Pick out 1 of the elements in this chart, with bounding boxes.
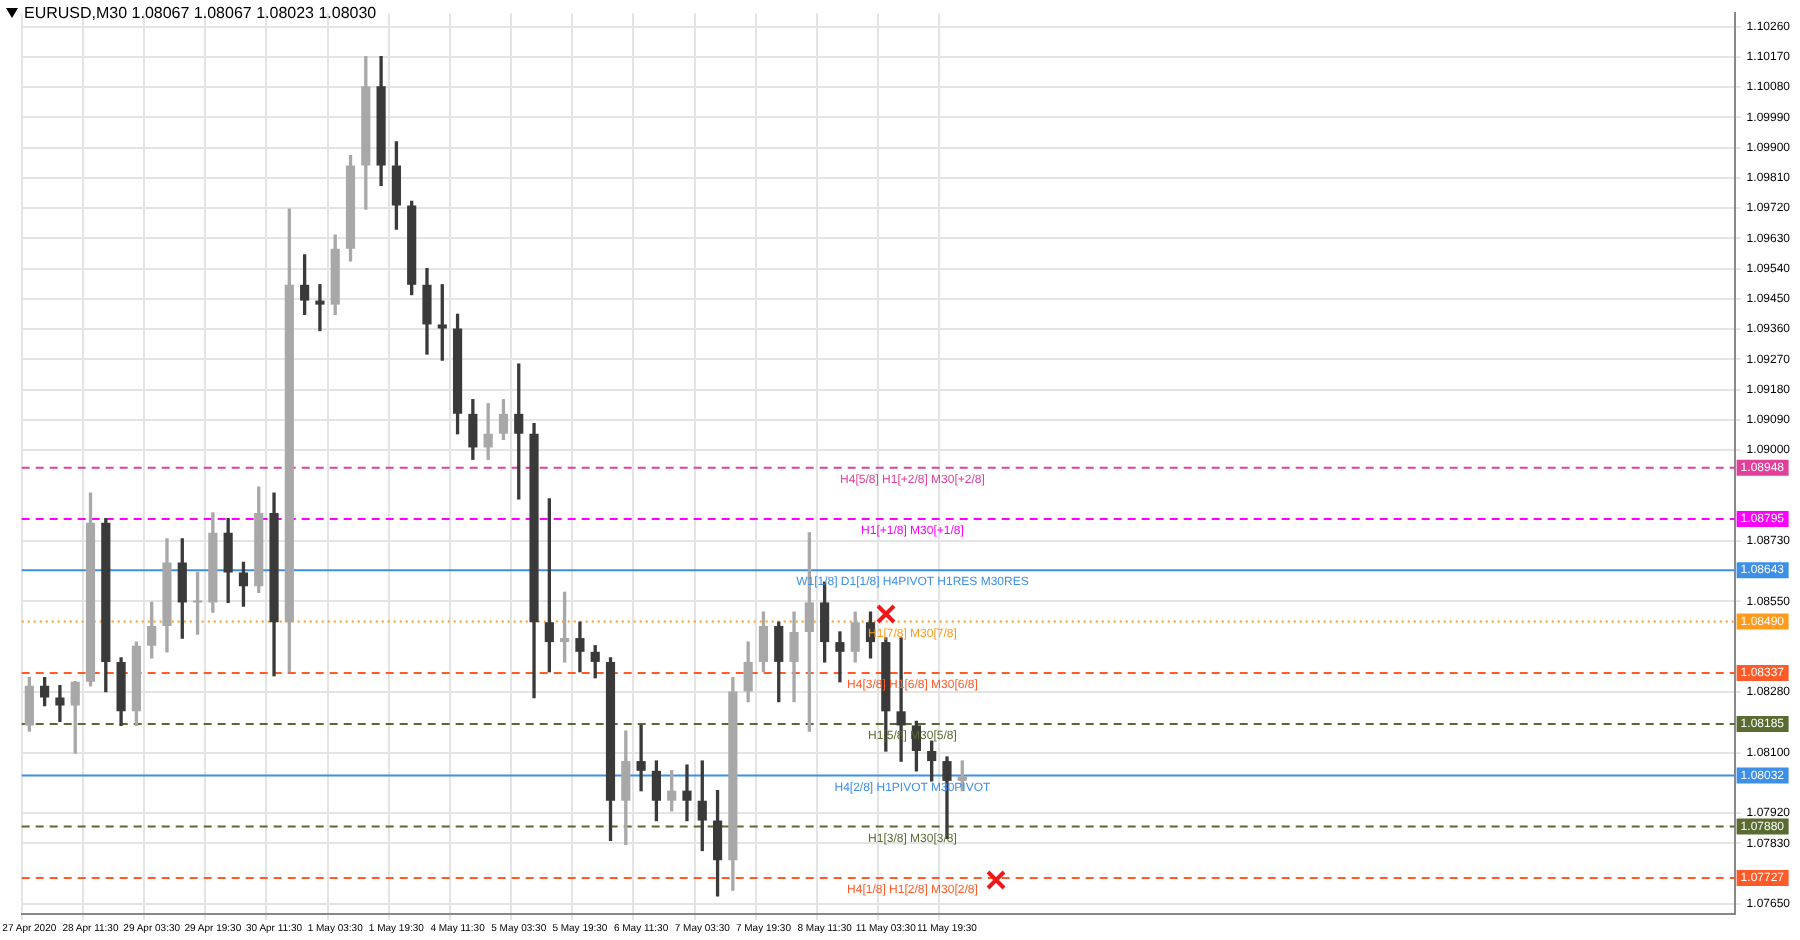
chart-title: EURUSD,M30 1.08067 1.08067 1.08023 1.08030 <box>24 4 377 22</box>
